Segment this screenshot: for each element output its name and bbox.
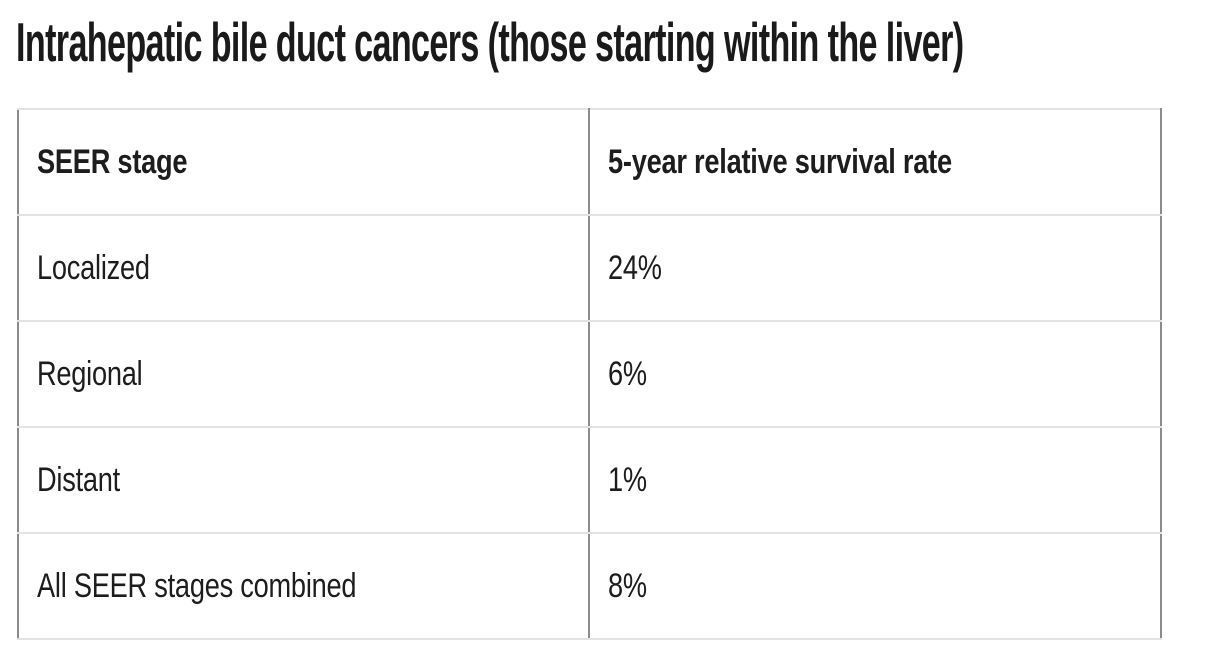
rate-value: 24% [608,248,662,287]
column-header-seer-stage-label: SEER stage [37,142,188,181]
table-row: Distant 1% [18,427,1161,534]
stage-cell: Localized [18,215,589,322]
table-header-row: SEER stage 5-year relative survival rate [18,109,1161,216]
table-row: Localized 24% [18,215,1161,322]
stage-label: All SEER stages combined [37,566,357,605]
column-header-survival-rate: 5-year relative survival rate [588,109,1161,216]
stage-cell: Distant [18,427,589,534]
page-title-text: Intrahepatic bile duct cancers (those st… [16,11,964,73]
rate-cell: 1% [588,427,1161,534]
stage-cell: All SEER stages combined [18,533,589,640]
stage-label: Localized [37,248,150,287]
survival-rate-table: SEER stage 5-year relative survival rate… [17,108,1162,640]
page-title: Intrahepatic bile duct cancers (those st… [16,15,1214,70]
rate-value: 1% [608,460,647,499]
rate-cell: 6% [588,321,1161,428]
column-header-survival-rate-label: 5-year relative survival rate [608,142,952,181]
rate-cell: 24% [588,215,1161,322]
rate-value: 8% [608,566,647,605]
table-row: Regional 6% [18,321,1161,428]
table-row: All SEER stages combined 8% [18,533,1161,640]
rate-value: 6% [608,354,647,393]
stage-label: Regional [37,354,143,393]
rate-cell: 8% [588,533,1161,640]
stage-label: Distant [37,460,120,499]
stage-cell: Regional [18,321,589,428]
column-header-seer-stage: SEER stage [18,109,589,216]
